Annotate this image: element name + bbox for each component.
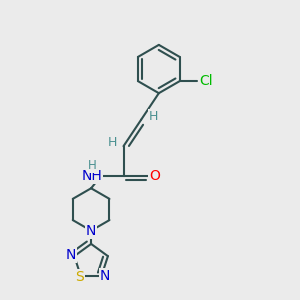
Text: NH: NH [82, 169, 102, 183]
Text: Cl: Cl [199, 74, 212, 88]
Text: N: N [86, 224, 96, 238]
Text: S: S [75, 270, 84, 284]
Text: H: H [108, 136, 117, 149]
Text: N: N [66, 248, 76, 262]
Text: H: H [149, 110, 158, 123]
Text: H: H [88, 159, 96, 172]
Text: O: O [149, 169, 160, 183]
Text: N: N [100, 269, 110, 283]
